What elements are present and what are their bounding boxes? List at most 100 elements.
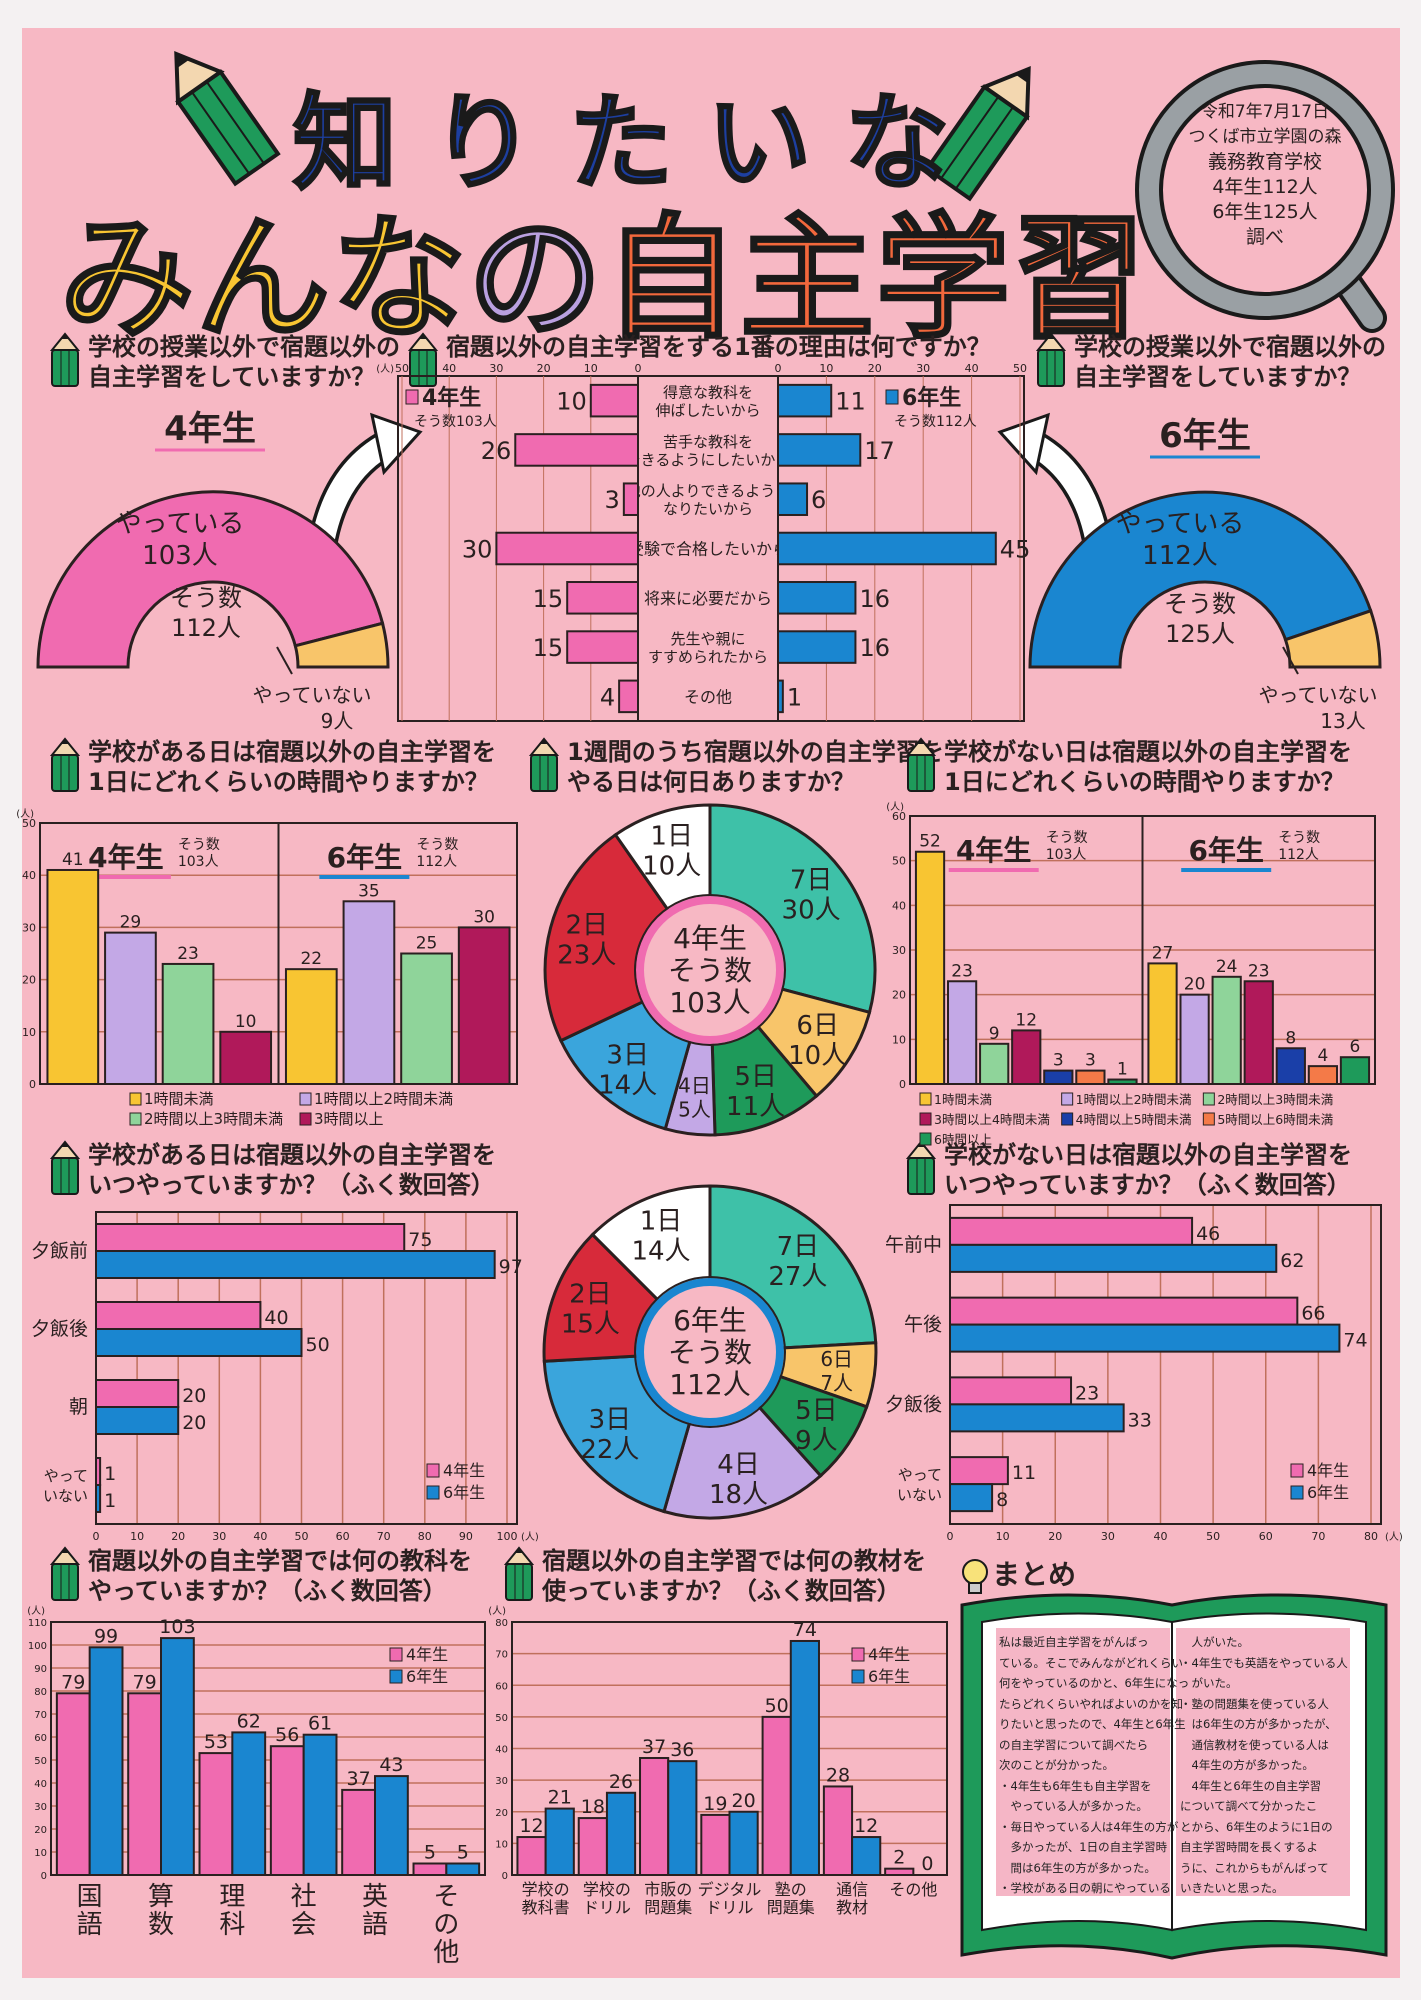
slice-count: 18人 bbox=[709, 1480, 768, 1510]
bar-4nensei bbox=[341, 1788, 377, 1877]
category-label: やって bbox=[44, 1467, 88, 1485]
category-label: 苦手な教科を bbox=[663, 433, 753, 451]
slice-count: 10人 bbox=[642, 851, 701, 881]
bar-value: 10 bbox=[556, 388, 587, 416]
donut-slice bbox=[1283, 608, 1382, 669]
legend-label: 4時間以上5時間未満 bbox=[1076, 1112, 1192, 1127]
bar-4nensei bbox=[949, 1216, 1194, 1246]
axis-tick: 30 bbox=[22, 921, 36, 934]
bar-value: 33 bbox=[1128, 1409, 1152, 1431]
bar-value: 12 bbox=[519, 1815, 543, 1837]
magnifier-icon bbox=[1135, 60, 1395, 333]
slice-count: 22人 bbox=[580, 1435, 639, 1465]
question-materials: 宿題以外の自主学習では何の教材を 使っていますか？（ふく数回答） bbox=[502, 1546, 926, 1606]
bar-value: 0 bbox=[921, 1853, 933, 1875]
legend-swatch bbox=[389, 1669, 403, 1684]
category-label: 受験で合格したいから bbox=[628, 540, 788, 559]
legend-swatch bbox=[426, 1485, 440, 1500]
bar bbox=[1211, 975, 1242, 1085]
bar-4nensei bbox=[495, 531, 639, 566]
legend-label: 2時間以上3時間未満 bbox=[1217, 1092, 1333, 1107]
axis-tick: 10 bbox=[584, 362, 598, 375]
legend-swatch bbox=[129, 1112, 142, 1126]
center-label: 4年生 bbox=[673, 922, 747, 955]
bar-4nensei bbox=[618, 679, 639, 714]
bar-value: 28 bbox=[826, 1764, 850, 1786]
bar bbox=[104, 931, 157, 1085]
bar-value: 22 bbox=[300, 949, 322, 969]
survey-count-6: 6年生125人 bbox=[1212, 201, 1318, 223]
bar-value: 66 bbox=[1301, 1303, 1325, 1325]
slice-label: 2日 bbox=[569, 1279, 612, 1309]
legend-label: 6年生 bbox=[902, 385, 961, 411]
bar-value: 20 bbox=[182, 1385, 206, 1407]
bar-value: 74 bbox=[793, 1619, 817, 1641]
bar-value: 3 bbox=[605, 486, 620, 514]
summary-left-page: 私は最近自主学習をがんばっ ている。そこでみんながどれくらい 何をやっているのかと、… bbox=[999, 1632, 1189, 1899]
question-text: いつやっていますか？（ふく数回答） bbox=[944, 1171, 1351, 1199]
bar-value: 8 bbox=[1285, 1028, 1296, 1048]
bar-6nensei bbox=[777, 630, 857, 664]
category-label: 教科書 bbox=[522, 1898, 570, 1917]
summary-line: 人がいた。 bbox=[1180, 1635, 1249, 1649]
slice-label: 7日 bbox=[790, 865, 833, 895]
axis-tick: 20 bbox=[34, 1825, 47, 1836]
center-label: 6年生 bbox=[673, 1304, 747, 1337]
axis-tick: 40 bbox=[495, 1745, 508, 1756]
axis-tick: 90 bbox=[34, 1664, 47, 1675]
bar-4nensei bbox=[127, 1692, 162, 1877]
bar-value: 97 bbox=[499, 1256, 523, 1278]
axis-tick: 100 bbox=[28, 1641, 47, 1652]
survey-school: 義務教育学校 bbox=[1207, 151, 1322, 173]
bar-value: 24 bbox=[1216, 957, 1238, 977]
category-label: 理 bbox=[219, 1882, 245, 1912]
bar-4nensei bbox=[269, 1745, 305, 1876]
axis-tick: 90 bbox=[459, 1530, 473, 1543]
total-value: 125人 bbox=[1165, 620, 1235, 648]
pencil-icon bbox=[48, 332, 82, 388]
axis-tick: 50 bbox=[1206, 1530, 1220, 1543]
total-label: そう数 bbox=[1164, 590, 1236, 618]
bar-value: 45 bbox=[1000, 536, 1031, 564]
summary-line: の自主学習について調べたら bbox=[999, 1737, 1149, 1752]
axis-tick: 50 bbox=[34, 1756, 47, 1767]
axis-tick: 30 bbox=[495, 1776, 508, 1787]
bar-value: 15 bbox=[533, 585, 564, 613]
legend-label: 4年生 bbox=[868, 1645, 910, 1664]
slice-label: やっていない bbox=[253, 683, 372, 707]
slice-label: 3日 bbox=[589, 1405, 632, 1435]
slice-count: 7人 bbox=[820, 1371, 853, 1395]
bar-value: 5 bbox=[424, 1842, 436, 1864]
bar-value: 30 bbox=[473, 907, 495, 927]
slice-count: 10人 bbox=[788, 1041, 847, 1071]
pie-center bbox=[636, 896, 784, 1044]
slice-label: やっている bbox=[116, 509, 245, 539]
bar-value: 18 bbox=[581, 1796, 605, 1818]
bar-6nensei bbox=[374, 1775, 409, 1876]
bar bbox=[1043, 1069, 1074, 1085]
legend-label: 1時間未満 bbox=[144, 1090, 214, 1108]
bar-value: 37 bbox=[642, 1736, 666, 1758]
bar-value: 52 bbox=[919, 832, 941, 852]
bar-value: 16 bbox=[859, 634, 890, 662]
when-bar-chart: 0 10 20 30 40 50 60 70 80 (人) 午前中 46 62 午後 66 74 夕飯後 23 33… bbox=[885, 1204, 1403, 1543]
legend-swatch bbox=[919, 1092, 932, 1106]
slice-count: 15人 bbox=[561, 1309, 620, 1339]
panel-grade: 6年生 bbox=[1188, 834, 1263, 867]
bar-6nensei bbox=[445, 1862, 481, 1876]
slice-label: 7日 bbox=[777, 1232, 820, 1262]
bar-value: 103 bbox=[159, 1616, 195, 1638]
chart-frame bbox=[50, 1621, 486, 1876]
survey-count-4: 4年生112人 bbox=[1212, 176, 1318, 198]
axis-tick: 10 bbox=[819, 362, 833, 375]
category-label: すすめられたから bbox=[648, 648, 768, 666]
time-bar-chart: 0102030405060(人)4年生 そう数103人52239123 3 16年生そ… bbox=[886, 801, 1376, 1147]
bar-value: 3 bbox=[1085, 1051, 1096, 1071]
question-text: 学校がない日は宿題以外の自主学習を bbox=[944, 738, 1352, 766]
bar-value: 5 bbox=[457, 1842, 469, 1864]
axis-tick: 80 bbox=[495, 1618, 508, 1629]
